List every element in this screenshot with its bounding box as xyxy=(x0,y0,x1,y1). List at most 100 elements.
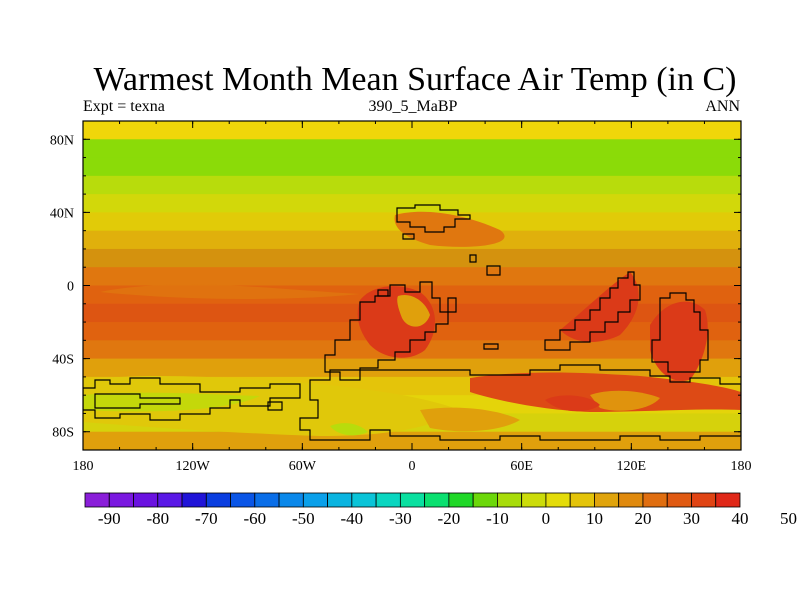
colorbar-swatch xyxy=(448,492,474,508)
lon-label: 60E xyxy=(510,459,533,474)
colorbar-label: -40 xyxy=(341,509,364,528)
southwest-landmass-outline xyxy=(83,377,301,421)
northern-landmass-outline xyxy=(396,204,471,233)
colorbar-swatch xyxy=(327,492,353,508)
south-asia-hot-region xyxy=(560,272,639,342)
colorbar-swatch xyxy=(497,492,523,508)
southern-warm-patch xyxy=(590,390,660,411)
lon-label: 180 xyxy=(731,459,752,474)
lat-label: 0 xyxy=(67,280,74,295)
colorbar-swatch xyxy=(230,492,256,508)
southern-mild-region xyxy=(83,376,460,436)
south-central-hot-spot xyxy=(545,395,600,412)
experiment-label: Expt = texna xyxy=(83,98,165,115)
colorbar-swatch xyxy=(108,492,134,508)
colorbar-swatch xyxy=(205,492,231,508)
colorbar-label: -90 xyxy=(98,509,121,528)
lon-label: 60W xyxy=(289,459,317,474)
north-hotspot xyxy=(394,211,505,247)
colorbar-label: -70 xyxy=(195,509,218,528)
plot-title: Warmest Month Mean Surface Air Temp (in … xyxy=(93,61,737,98)
latitude-band xyxy=(83,248,741,268)
colorbar-label: 50 xyxy=(780,509,797,528)
colorbar-label: 20 xyxy=(634,509,651,528)
colorbar-label: -10 xyxy=(486,509,509,528)
southern-cool-region xyxy=(83,392,260,412)
latitude-band xyxy=(83,121,741,140)
latitude-band xyxy=(83,194,741,213)
lat-label: 80S xyxy=(52,426,74,441)
colorbar-swatch xyxy=(351,492,377,508)
colorbar-swatch xyxy=(569,492,595,508)
colorbar-label: 30 xyxy=(683,509,700,528)
colorbar-swatch xyxy=(302,492,328,508)
latitude-band xyxy=(83,139,741,159)
colorbar-label: 10 xyxy=(586,509,603,528)
colorbar-label: -80 xyxy=(146,509,169,528)
southern-warm-region xyxy=(420,407,520,432)
colorbar-swatch xyxy=(594,492,620,508)
colorbar-swatch xyxy=(133,492,159,508)
colorbar-label: -50 xyxy=(292,509,315,528)
continent-outlines xyxy=(83,204,741,441)
colorbar-labels: -90 -80 -70 -60 -50 -40 -30 -20 -10 0 10 20 30 40 50 xyxy=(98,509,797,528)
south-pacific-island xyxy=(267,401,283,411)
latitude-band xyxy=(83,175,741,195)
colorbar-swatch xyxy=(181,492,207,508)
temperature-regions xyxy=(83,211,741,450)
colorbar-swatch xyxy=(521,492,547,508)
lat-label: 40S xyxy=(52,353,74,368)
southern-continent-outline xyxy=(299,364,741,441)
colorbar-swatch xyxy=(375,492,401,508)
small-island-1 xyxy=(402,233,415,240)
longitude-labels: 180 120W 60W 0 60E 120E 180 xyxy=(73,459,752,474)
colorbar-label: 40 xyxy=(732,509,749,528)
africa-outline xyxy=(324,281,457,381)
latitude-band xyxy=(83,157,741,177)
small-island-3 xyxy=(486,265,501,276)
lon-label: 180 xyxy=(73,459,94,474)
southwest-inner-outline xyxy=(94,393,181,409)
colorbar-label: -30 xyxy=(389,509,412,528)
colorbar-swatch xyxy=(691,492,717,508)
latitude-band xyxy=(83,358,741,378)
colorbar-swatch xyxy=(472,492,498,508)
colorbar-label: -20 xyxy=(438,509,461,528)
latitude-band xyxy=(83,267,741,287)
australia-outline xyxy=(651,292,709,373)
small-island-5 xyxy=(483,343,499,350)
colorbar-label: -60 xyxy=(243,509,266,528)
colorbar-swatch xyxy=(545,492,571,508)
latitude-labels: 80N 40N 0 40S 80S xyxy=(50,133,74,440)
small-island-2 xyxy=(469,254,477,263)
colorbar-swatch xyxy=(618,492,644,508)
lon-label: 120E xyxy=(617,459,647,474)
africa-warm-core xyxy=(397,294,430,327)
colorbar-label: 0 xyxy=(542,509,551,528)
south-asia-outline xyxy=(544,271,641,351)
axis-ticks xyxy=(82,120,742,451)
southern-warm-edge xyxy=(83,432,360,450)
season-label: ANN xyxy=(705,98,740,115)
southern-cool-spot xyxy=(330,423,368,436)
colorbar-swatch xyxy=(84,492,110,508)
colorbar-swatch xyxy=(399,492,426,508)
lon-label: 120W xyxy=(176,459,211,474)
warm-equatorial-strip xyxy=(100,284,360,299)
lat-label: 80N xyxy=(50,133,74,148)
lat-label: 40N xyxy=(50,206,74,221)
colorbar-swatch xyxy=(157,492,183,508)
period-label: 390_5_MaBP xyxy=(368,98,458,115)
latitude-bands xyxy=(83,121,741,450)
colorbar-swatch xyxy=(642,492,668,508)
lon-label: 0 xyxy=(409,459,416,474)
colorbar-swatch xyxy=(278,492,304,508)
colorbar-swatch xyxy=(715,492,741,508)
colorbar-swatch xyxy=(254,492,280,508)
colorbar xyxy=(84,492,741,508)
colorbar-swatch xyxy=(424,492,450,508)
australia-hot-region xyxy=(650,301,708,381)
colorbar-swatch xyxy=(666,492,692,508)
latitude-band xyxy=(83,230,741,250)
